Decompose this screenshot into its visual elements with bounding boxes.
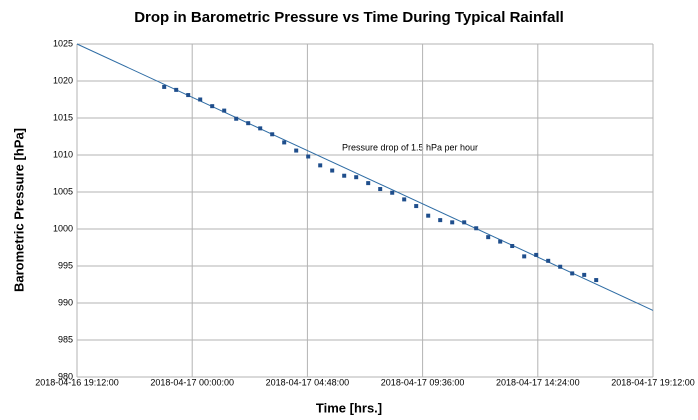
x-axis-title: Time [hrs.] — [316, 400, 382, 415]
point — [342, 173, 347, 178]
y-tick-label: 1000 — [53, 223, 73, 233]
y-axis-title: Barometric Pressure [hPa] — [11, 128, 26, 292]
point — [594, 278, 599, 283]
point — [186, 93, 191, 98]
point — [486, 235, 491, 240]
point — [174, 87, 179, 92]
point — [282, 140, 287, 145]
y-tick-label: 990 — [58, 297, 73, 307]
point — [462, 220, 467, 225]
point — [354, 175, 359, 180]
x-tick-label: 2018-04-17 04:48:00 — [266, 377, 350, 387]
point — [474, 226, 479, 231]
point — [246, 121, 251, 126]
point — [438, 218, 443, 223]
point — [198, 97, 203, 102]
point — [534, 252, 539, 257]
point — [234, 116, 239, 121]
y-tick-label: 985 — [58, 334, 73, 344]
point — [306, 154, 311, 159]
x-tick-label: 2018-04-17 09:36:00 — [381, 377, 465, 387]
point — [366, 181, 371, 186]
point — [378, 187, 383, 192]
point — [546, 258, 551, 263]
point — [390, 190, 395, 195]
point — [210, 104, 215, 109]
annotation: Pressure drop of 1.5 hPa per hour — [342, 142, 478, 152]
trend-line — [76, 43, 654, 311]
point — [414, 204, 419, 209]
point — [318, 163, 323, 168]
point — [402, 197, 407, 202]
point — [522, 254, 527, 259]
point — [510, 244, 515, 249]
point — [582, 272, 587, 277]
y-tick-label: 980 — [58, 371, 73, 381]
chart-title: Drop in Barometric Pressure vs Time Duri… — [134, 9, 564, 26]
point — [498, 239, 503, 244]
point — [270, 132, 275, 137]
y-tick-label: 1025 — [53, 38, 73, 48]
y-tick-label: 1005 — [53, 186, 73, 196]
point — [162, 84, 167, 89]
point — [570, 271, 575, 276]
x-tick-label: 2018-04-17 14:24:00 — [496, 377, 580, 387]
point — [558, 264, 563, 269]
y-tick-label: 1010 — [53, 149, 73, 159]
x-tick-label: 2018-04-17 00:00:00 — [150, 377, 234, 387]
y-tick-label: 1020 — [53, 75, 73, 85]
point — [426, 213, 431, 218]
point — [258, 126, 263, 131]
point — [450, 220, 455, 225]
y-tick-label: 1015 — [53, 112, 73, 122]
point — [294, 148, 299, 153]
x-tick-label: 2018-04-16 19:12:00 — [35, 377, 119, 387]
point — [330, 168, 335, 173]
x-tick-label: 2018-04-17 19:12:00 — [611, 377, 695, 387]
y-tick-label: 995 — [58, 260, 73, 270]
point — [222, 108, 227, 113]
